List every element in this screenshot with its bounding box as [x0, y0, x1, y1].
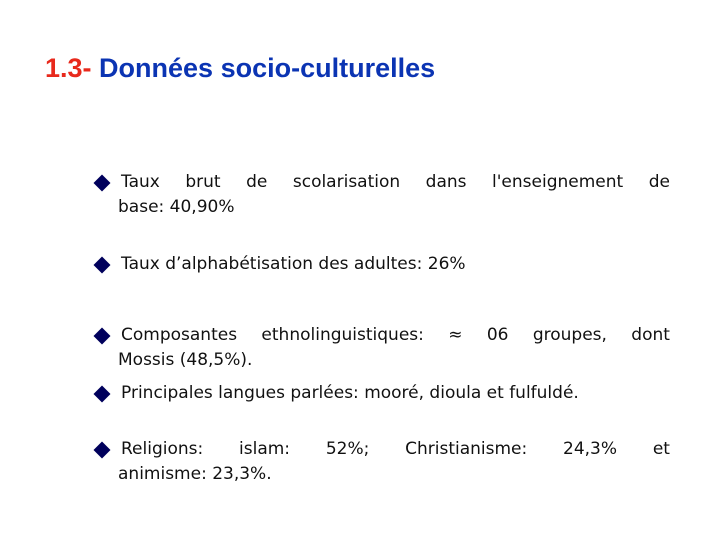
bullet-word: de	[246, 172, 268, 192]
bullet-religions: Religions: islam: 52%; Christianisme: 24…	[93, 437, 670, 487]
bullet-word: de	[648, 172, 670, 192]
diamond-bullet-icon	[93, 174, 111, 191]
bullet-word: Taux	[121, 172, 160, 192]
diamond-bullet-icon	[93, 256, 111, 273]
bullet-ethnolinguistic: Composantes ethnolinguistiques: ≈ 06 gro…	[93, 323, 670, 373]
bullet-schooling-rate: Taux brut de scolarisation dans l'enseig…	[93, 170, 670, 220]
bullet-word: brut	[185, 172, 221, 192]
bullet-text: Taux d’alphabétisation des adultes: 26%	[121, 254, 466, 274]
bullet-word: scolarisation	[292, 172, 401, 192]
bullet-text: Principales langues parlées: mooré, diou…	[121, 383, 579, 403]
section-number: 1.3-	[45, 53, 92, 83]
bullet-word: islam:	[239, 439, 291, 459]
bullet-word: Composantes	[121, 325, 238, 345]
diamond-bullet-icon	[93, 327, 111, 344]
bullet-word: 52%;	[325, 439, 370, 459]
bullet-word: Religions:	[121, 439, 204, 459]
bullet-word: groupes,	[532, 325, 607, 345]
bullet-continuation: Mossis (48,5%).	[118, 350, 253, 370]
section-title: Données socio-culturelles	[99, 53, 436, 83]
bullet-word: et	[652, 439, 670, 459]
bullet-word: 24,3%	[563, 439, 618, 459]
approx-symbol: ≈	[448, 325, 463, 345]
diamond-bullet-icon	[93, 385, 111, 402]
bullet-continuation: base: 40,90%	[118, 197, 235, 217]
bullet-continuation: animisme: 23,3%.	[118, 464, 272, 484]
bullet-word: dont	[631, 325, 670, 345]
bullet-word: Christianisme:	[405, 439, 528, 459]
page-title: 1.3- Données socio-culturelles	[45, 50, 435, 86]
bullet-languages: Principales langues parlées: mooré, diou…	[93, 381, 670, 406]
bullet-word: ethnolinguistiques:	[261, 325, 424, 345]
bullet-word: dans	[425, 172, 467, 192]
bullet-word: l'enseignement	[492, 172, 624, 192]
diamond-bullet-icon	[93, 441, 111, 458]
bullet-literacy-rate: Taux d’alphabétisation des adultes: 26%	[93, 252, 670, 277]
bullet-word: 06	[486, 325, 509, 345]
